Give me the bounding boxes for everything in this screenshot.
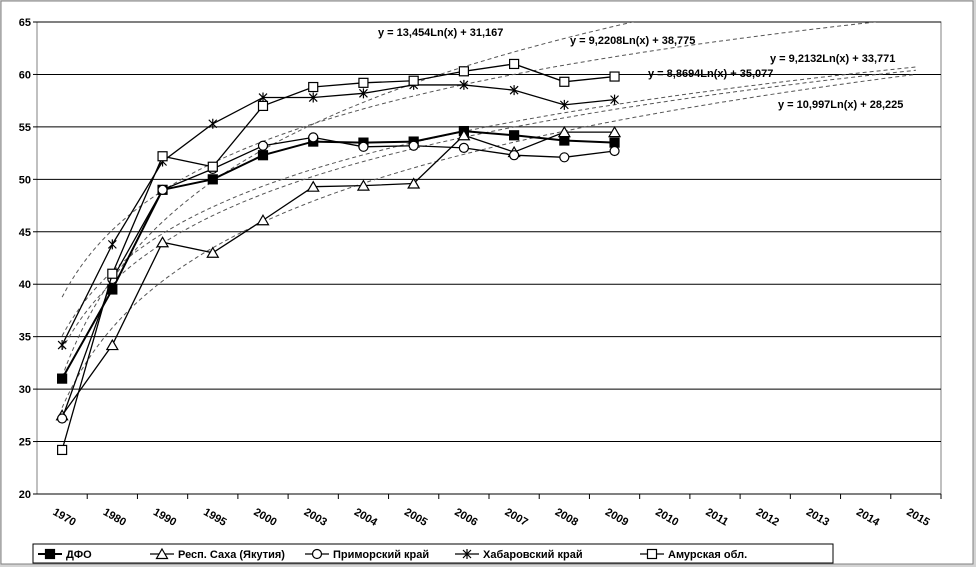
point <box>107 239 117 250</box>
point <box>408 75 419 86</box>
y-tick-label: 40 <box>19 279 31 291</box>
y-tick-label: 30 <box>19 384 31 396</box>
point <box>559 99 569 110</box>
point <box>609 137 620 148</box>
point <box>57 413 68 424</box>
trendline <box>61 22 636 378</box>
trendline <box>61 69 916 350</box>
point <box>57 340 67 351</box>
trendline-label: y = 9,2132Ln(x) + 33,771 <box>770 53 895 65</box>
point <box>610 94 619 105</box>
y-tick-label: 35 <box>19 332 31 344</box>
point <box>559 76 570 87</box>
legend-label: Амурская обл. <box>668 549 747 561</box>
y-tick-label: 25 <box>19 437 31 449</box>
point <box>458 66 469 77</box>
trendline <box>61 73 916 408</box>
trendline-label: y = 9,2208Ln(x) + 38,775 <box>570 35 695 47</box>
point <box>557 125 571 138</box>
point <box>559 152 570 163</box>
plot-area <box>36 21 942 495</box>
point <box>459 79 469 90</box>
y-tick-label: 20 <box>19 489 31 501</box>
point <box>358 141 369 152</box>
legend-marker <box>462 549 472 559</box>
legend-label: ДФО <box>66 549 92 561</box>
y-tick-label: 55 <box>19 122 31 134</box>
point <box>609 145 620 157</box>
point <box>509 150 520 161</box>
legend: ДФО Респ. Саха (Якутия) Приморский край Хаб… <box>32 543 834 564</box>
point <box>458 142 469 153</box>
point <box>509 130 520 141</box>
point <box>256 214 270 226</box>
series-line <box>61 136 615 419</box>
legend-label: Хабаровский край <box>483 549 583 561</box>
series-line <box>61 131 615 416</box>
legend-marker <box>311 548 323 560</box>
trendline <box>61 66 916 337</box>
point <box>157 184 168 195</box>
point <box>408 140 419 151</box>
series-line <box>61 63 615 451</box>
legend-label: Респ. Саха (Якутия) <box>178 549 285 561</box>
point <box>407 177 421 189</box>
y-tick-label: 45 <box>19 227 31 239</box>
point <box>208 118 218 129</box>
point <box>608 125 622 138</box>
point <box>105 338 119 351</box>
point <box>559 135 570 146</box>
point <box>509 58 520 70</box>
legend-box <box>32 543 834 564</box>
point <box>57 373 68 384</box>
point <box>257 100 269 112</box>
point <box>156 236 170 248</box>
point <box>257 140 269 151</box>
point <box>206 246 220 258</box>
legend-marker <box>44 548 56 560</box>
point <box>107 268 118 279</box>
point <box>359 88 368 99</box>
point <box>157 151 168 162</box>
series <box>55 125 622 421</box>
point <box>207 161 218 172</box>
point <box>308 132 319 143</box>
legend-label: Приморский край <box>333 549 429 561</box>
trendline-label: y = 8,8694Ln(x) + 35,077 <box>648 68 773 80</box>
point <box>306 180 320 192</box>
point <box>308 92 318 103</box>
legend-marker <box>155 547 169 560</box>
point <box>257 150 269 161</box>
series <box>57 58 620 456</box>
point <box>57 444 68 456</box>
point <box>457 129 471 141</box>
y-tick-label: 60 <box>19 69 31 81</box>
point <box>207 174 218 185</box>
trendline <box>61 22 880 298</box>
y-tick-label: 50 <box>19 174 31 186</box>
point <box>509 85 519 96</box>
point <box>308 81 319 93</box>
trendline-label: y = 10,997Ln(x) + 28,225 <box>778 99 903 111</box>
trendline-label: y = 13,454Ln(x) + 31,167 <box>378 27 503 39</box>
point <box>609 71 620 82</box>
y-tick-label: 65 <box>19 17 31 29</box>
point <box>356 179 370 191</box>
legend-marker <box>646 548 658 560</box>
point <box>358 77 369 88</box>
trendlines <box>61 22 916 408</box>
